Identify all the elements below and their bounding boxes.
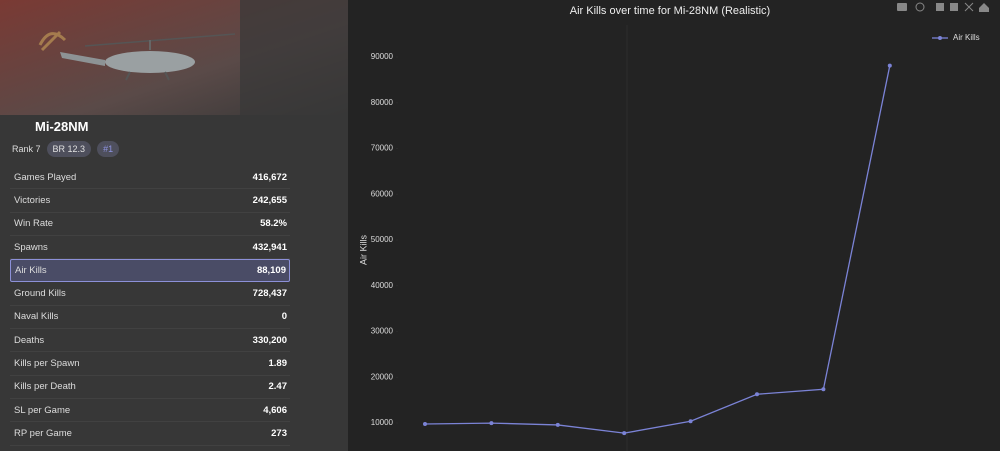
stat-label: Deaths — [14, 334, 45, 346]
stat-value: 242,655 — [252, 194, 287, 206]
stat-label: Ground Kills — [14, 288, 66, 300]
point — [423, 422, 427, 427]
stat-value: 416,672 — [252, 171, 287, 183]
position-badge: #1 — [97, 141, 120, 157]
chart: Air Kills over time for Mi-28NM (Realist… — [348, 0, 1000, 451]
br-badge: BR 12.3 — [46, 141, 92, 157]
y-tick-label: 70000 — [371, 144, 394, 153]
stat-value: 58.2% — [260, 218, 287, 230]
stat-label: Naval Kills — [14, 311, 59, 323]
y-tick-label: 10000 — [371, 418, 394, 427]
chart-title: Air Kills over time for Mi-28NM (Realist… — [570, 5, 770, 17]
stat-label: Spawns — [14, 241, 48, 253]
stat-label: Games Played — [14, 171, 77, 183]
stat-row[interactable]: Games Played 416,672 — [10, 166, 290, 190]
zoom-icon[interactable] — [915, 2, 925, 12]
stat-value: 273 — [271, 427, 287, 439]
line — [424, 65, 891, 434]
point — [755, 392, 759, 397]
vehicle-image — [0, 0, 348, 115]
stat-row[interactable]: Kills per Spawn 1.89 — [10, 352, 290, 376]
rank-line: Rank 7 BR 12.3 #1 — [12, 141, 120, 157]
vehicle-name: Mi-28NM — [35, 119, 89, 134]
legend-label: Air Kills — [953, 33, 980, 42]
stat-row[interactable]: SL per Game 4,606 — [10, 399, 290, 423]
autoscale-icon[interactable] — [964, 2, 974, 12]
point — [887, 63, 892, 68]
stat-label: Win Rate — [14, 218, 54, 230]
stat-value: 88,109 — [256, 265, 286, 277]
stat-value: 1.89 — [268, 358, 288, 370]
stat-value: 330,200 — [252, 334, 287, 346]
legend-marker — [938, 36, 942, 40]
zoom-in-icon[interactable] — [936, 3, 944, 11]
stat-label: RP per Game — [14, 427, 72, 439]
stat-label: SL per Game — [14, 404, 71, 416]
point — [688, 419, 693, 424]
rank: Rank 7 — [12, 144, 41, 154]
toolbar — [897, 2, 989, 12]
stat-label: Kills per Death — [14, 381, 76, 393]
y-tick-label: 80000 — [371, 98, 394, 107]
stat-row[interactable]: Ground Kills 728,437 — [10, 282, 290, 306]
point — [555, 422, 560, 427]
stat-value: 4,606 — [263, 404, 287, 416]
stat-label: Air Kills — [15, 265, 47, 277]
home-icon[interactable] — [979, 3, 989, 12]
stat-value: 432,941 — [252, 241, 287, 253]
stat-label: Victories — [14, 194, 51, 206]
y-tick-label: 50000 — [371, 235, 394, 244]
stat-row[interactable]: Air Kills 88,109 — [10, 259, 290, 283]
y-tick-label: 20000 — [371, 372, 394, 381]
camera-icon[interactable] — [897, 3, 907, 11]
stat-row[interactable]: RP per Game 273 — [10, 422, 290, 446]
stat-value: 2.47 — [268, 381, 288, 393]
y-tick-label: 90000 — [371, 52, 394, 61]
y-tick-label: 60000 — [371, 189, 394, 198]
point — [489, 421, 494, 426]
stat-row[interactable]: Spawns 432,941 — [10, 236, 290, 260]
y-tick-label: 40000 — [371, 281, 394, 290]
point — [622, 431, 627, 436]
stat-row[interactable]: Kills per Death 2.47 — [10, 376, 290, 399]
stat-row[interactable]: Deaths 330,200 — [10, 329, 290, 353]
y-axis-label: Air Kills — [358, 235, 368, 266]
stat-row[interactable]: Win Rate 58.2% — [10, 213, 290, 236]
point — [821, 387, 826, 392]
stats-list: Games Played 416,672 Victories 242,655 Win R… — [10, 166, 290, 446]
stat-row[interactable]: Victories 242,655 — [10, 189, 290, 213]
stat-value: 728,437 — [252, 288, 287, 300]
zoom-out-icon[interactable] — [950, 3, 958, 11]
stat-value: 0 — [281, 311, 287, 323]
y-tick-label: 30000 — [371, 327, 394, 336]
stat-row[interactable]: Naval Kills 0 — [10, 306, 290, 330]
vehicle-panel: Mi-28NM Rank 7 BR 12.3 #1 Games Played 41… — [0, 0, 348, 451]
stat-label: Kills per Spawn — [14, 358, 80, 370]
chart-background — [348, 0, 1000, 451]
